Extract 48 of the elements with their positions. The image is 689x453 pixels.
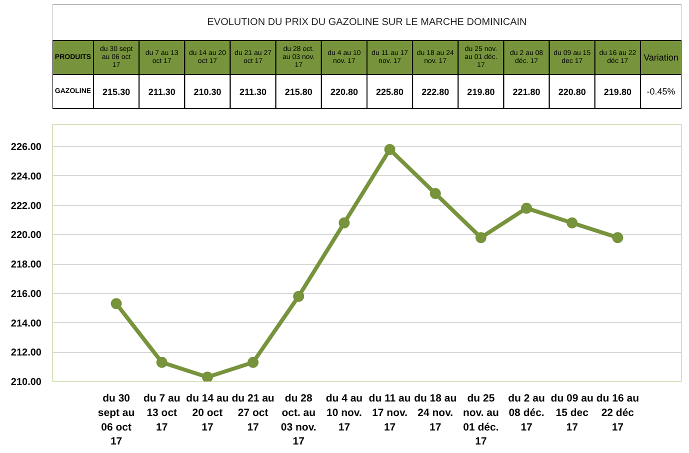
data-label: 220.80 xyxy=(558,87,586,97)
y-tick-label: 226.00 xyxy=(10,142,42,154)
point xyxy=(384,144,396,155)
y-tick-label: 214.00 xyxy=(10,318,42,330)
point xyxy=(430,188,441,200)
x-tick-label: du 2 au 08 déc. 17 xyxy=(508,392,545,434)
point xyxy=(156,356,168,368)
data-label: 220.80 xyxy=(330,87,358,97)
point xyxy=(202,372,213,382)
data-label: 225.80 xyxy=(376,87,404,97)
point xyxy=(293,290,304,302)
text: Variation xyxy=(644,52,678,62)
x-tick-label: du 14 au 20 oct 17 xyxy=(186,392,229,434)
x-tick-label: du 18 au 24 nov. 17 xyxy=(414,392,457,434)
x-tick-label: du 30 sept au 06 oct 17 xyxy=(98,392,135,448)
x-tick-label: du 28 oct. au 03 nov. 17 xyxy=(280,392,316,448)
y-tick-label: 212.00 xyxy=(10,348,42,359)
y-tick-label: 224.00 xyxy=(10,171,42,182)
point xyxy=(521,202,532,214)
data-label: 219.80 xyxy=(604,87,632,97)
point xyxy=(475,232,486,244)
text: -0.45% xyxy=(646,86,676,96)
data-label: 221.80 xyxy=(512,87,540,97)
x-tick-label: du 4 au 10 nov. 17 xyxy=(326,392,363,434)
data-label: 215.30 xyxy=(102,87,130,97)
point xyxy=(338,217,350,228)
point xyxy=(110,298,122,310)
x-tick-label: du 25 nov. au 01 déc. 17 xyxy=(462,392,499,448)
point xyxy=(566,217,578,228)
y-tick-label: 218.00 xyxy=(10,260,42,271)
data-label: 222.80 xyxy=(422,87,450,97)
data-label: 219.80 xyxy=(467,87,495,97)
x-tick-label: du 7 au 13 oct 17 xyxy=(144,392,180,434)
x-tick-label: du 21 au 27 oct 17 xyxy=(232,392,274,434)
y-tick-label: 210.00 xyxy=(10,377,42,388)
x-tick-label: du 16 au 22 déc 17 xyxy=(596,392,639,434)
point xyxy=(248,356,259,368)
y-tick-label: 222.00 xyxy=(10,200,42,212)
data-label: 210.30 xyxy=(194,87,222,97)
data-label: 211.30 xyxy=(240,87,267,97)
y-tick-label: 216.00 xyxy=(10,288,42,300)
chart-title: EVOLUTION DU PRIX DU GAZOLINE SUR LE MARCHE DOMINICAIN xyxy=(207,17,527,28)
y-tick-label: 220.00 xyxy=(10,230,42,242)
x-tick-label: du 09 au 15 dec 17 xyxy=(550,392,594,434)
data-label: 211.30 xyxy=(148,87,176,97)
data-label: 215.80 xyxy=(284,87,312,97)
x-tick-label: du 11 au 17 nov. 17 xyxy=(368,392,411,434)
point xyxy=(612,232,624,244)
